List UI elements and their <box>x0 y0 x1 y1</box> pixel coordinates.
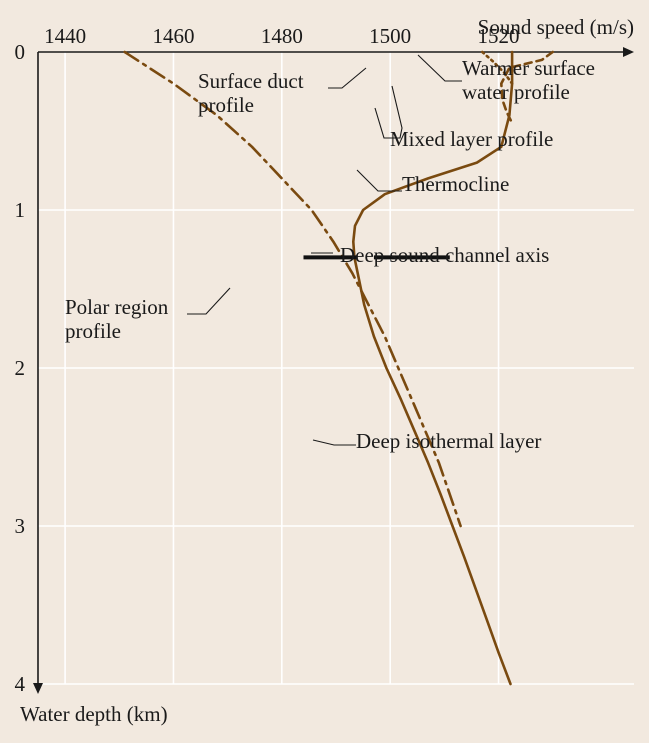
annotation-leaders <box>187 54 462 446</box>
x-axis-title: Sound speed (m/s) <box>478 15 634 39</box>
series-layer <box>123 50 554 686</box>
x-tick-label-1480: 1480 <box>261 24 303 48</box>
leader-mixed-layer-a <box>374 107 390 139</box>
y-axis-title: Water depth (km) <box>20 702 168 726</box>
leader-thermocline <box>356 169 402 192</box>
grid <box>38 52 634 685</box>
y-tick-label-4: 4 <box>15 672 26 696</box>
x-axis-arrow <box>623 47 634 57</box>
curve-main <box>352 50 514 686</box>
tick-labels: 1440 1460 1480 1500 1520 0 1 2 3 4 <box>15 24 520 696</box>
x-tick-label-1500: 1500 <box>369 24 411 48</box>
leader-surface-duct <box>328 67 367 89</box>
axes <box>33 47 634 694</box>
curve-warm_surface <box>500 50 554 125</box>
y-tick-label-0: 0 <box>15 40 26 64</box>
leader-polar-region <box>187 287 231 315</box>
annotation-deep-channel: Deep sound channel axis <box>340 243 549 267</box>
leader-deep-isothermal <box>312 439 356 446</box>
curve-polar <box>123 50 462 528</box>
leader-warmer-surface <box>417 54 462 82</box>
annotation-warmer-surface: Warmer surface water profile <box>462 56 600 104</box>
annotation-polar-region: Polar region profile <box>65 295 173 343</box>
x-tick-label-1520: 1520 <box>478 24 520 48</box>
annotation-deep-isothermal: Deep isothermal layer <box>356 429 541 453</box>
leader-mixed-layer-b <box>390 85 403 139</box>
curve-surface_duct <box>481 50 514 85</box>
annotation-surface-duct: Surface duct profile <box>198 69 309 117</box>
annotation-thermocline: Thermocline <box>402 172 509 196</box>
y-axis-arrow <box>33 683 43 694</box>
y-tick-label-3: 3 <box>15 514 26 538</box>
x-tick-label-1440: 1440 <box>44 24 86 48</box>
y-tick-label-1: 1 <box>15 198 26 222</box>
x-tick-label-1460: 1460 <box>152 24 194 48</box>
annotation-mixed-layer: Mixed layer profile <box>390 127 553 151</box>
y-tick-label-2: 2 <box>15 356 26 380</box>
